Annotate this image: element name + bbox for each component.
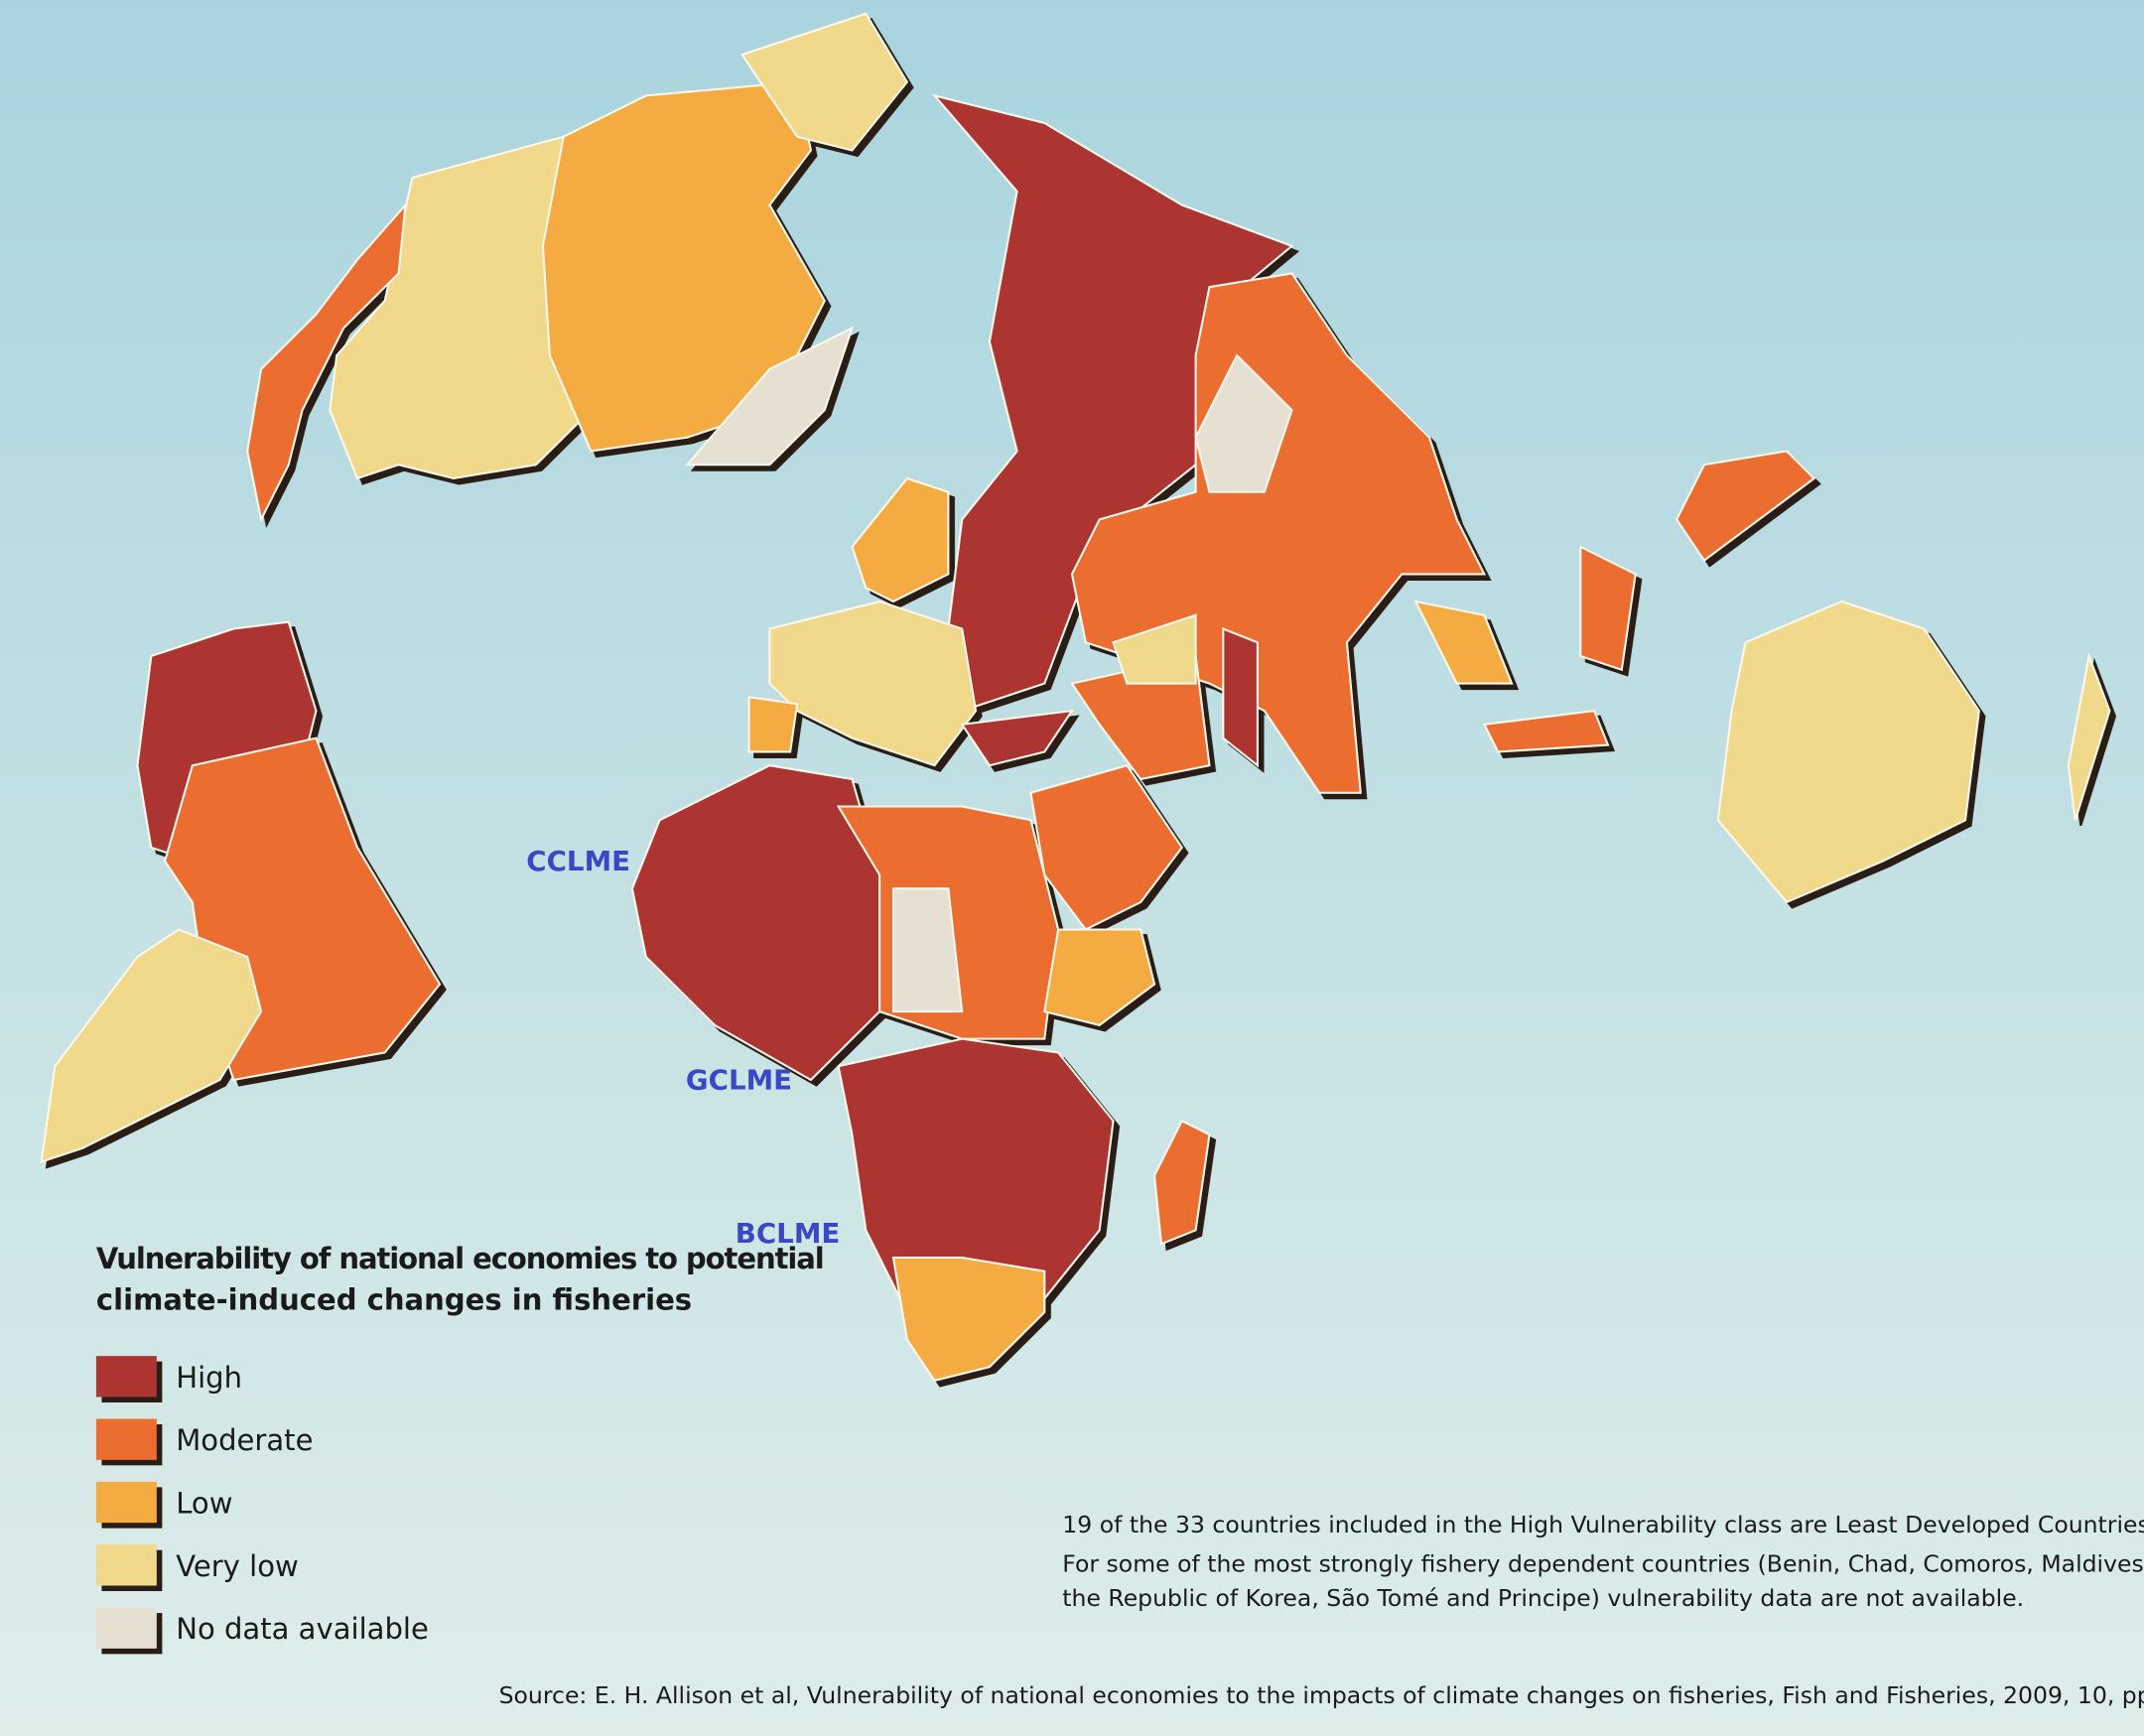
annotation: CCLME — [526, 845, 630, 877]
region — [40, 928, 263, 1164]
region — [891, 1256, 1046, 1383]
region — [1194, 353, 1293, 493]
region — [931, 93, 1294, 713]
world-map — [40, 12, 2111, 1383]
region — [630, 764, 881, 1082]
region — [1482, 710, 1610, 753]
region — [685, 326, 855, 467]
legend: High Moderate Low Very low No data available — [95, 1356, 429, 1655]
region — [246, 201, 407, 523]
note: the Republic of Korea, São Tomé and Prin… — [1062, 1584, 2024, 1612]
annotation: BCLME — [736, 1217, 841, 1250]
legend-label: High — [176, 1361, 242, 1395]
region — [1153, 1119, 1211, 1246]
region — [1675, 450, 1816, 563]
legend-title: Vulnerability of national economies to p… — [96, 1242, 825, 1275]
region — [1043, 928, 1156, 1026]
region — [1579, 545, 1637, 672]
legend-title: climate-induced changes in fisheries — [96, 1282, 692, 1316]
legend-label: Very low — [176, 1549, 299, 1583]
note: 19 of the 33 countries included in the H… — [1062, 1511, 2144, 1538]
region — [891, 887, 964, 1013]
region — [1029, 764, 1184, 931]
region — [747, 696, 799, 753]
note: For some of the most strongly fishery de… — [1062, 1550, 2144, 1578]
region — [740, 12, 909, 152]
region — [1413, 600, 1514, 685]
region — [960, 709, 1075, 767]
legend-swatch — [95, 1481, 157, 1524]
annotation: GCLME — [686, 1064, 792, 1097]
legend-label: No data available — [176, 1612, 429, 1646]
legend-swatch — [95, 1544, 157, 1586]
region — [1112, 613, 1197, 685]
region — [1716, 600, 1980, 904]
region — [768, 600, 978, 767]
region — [1222, 626, 1259, 768]
region — [2067, 652, 2111, 821]
legend-swatch — [95, 1607, 157, 1649]
region — [851, 476, 950, 603]
legend-swatch — [95, 1418, 157, 1460]
source: Source: E. H. Allison et al, Vulnerabili… — [499, 1681, 2144, 1709]
legend-label: Moderate — [176, 1423, 313, 1457]
legend-swatch — [95, 1356, 157, 1398]
legend-label: Low — [176, 1487, 232, 1521]
